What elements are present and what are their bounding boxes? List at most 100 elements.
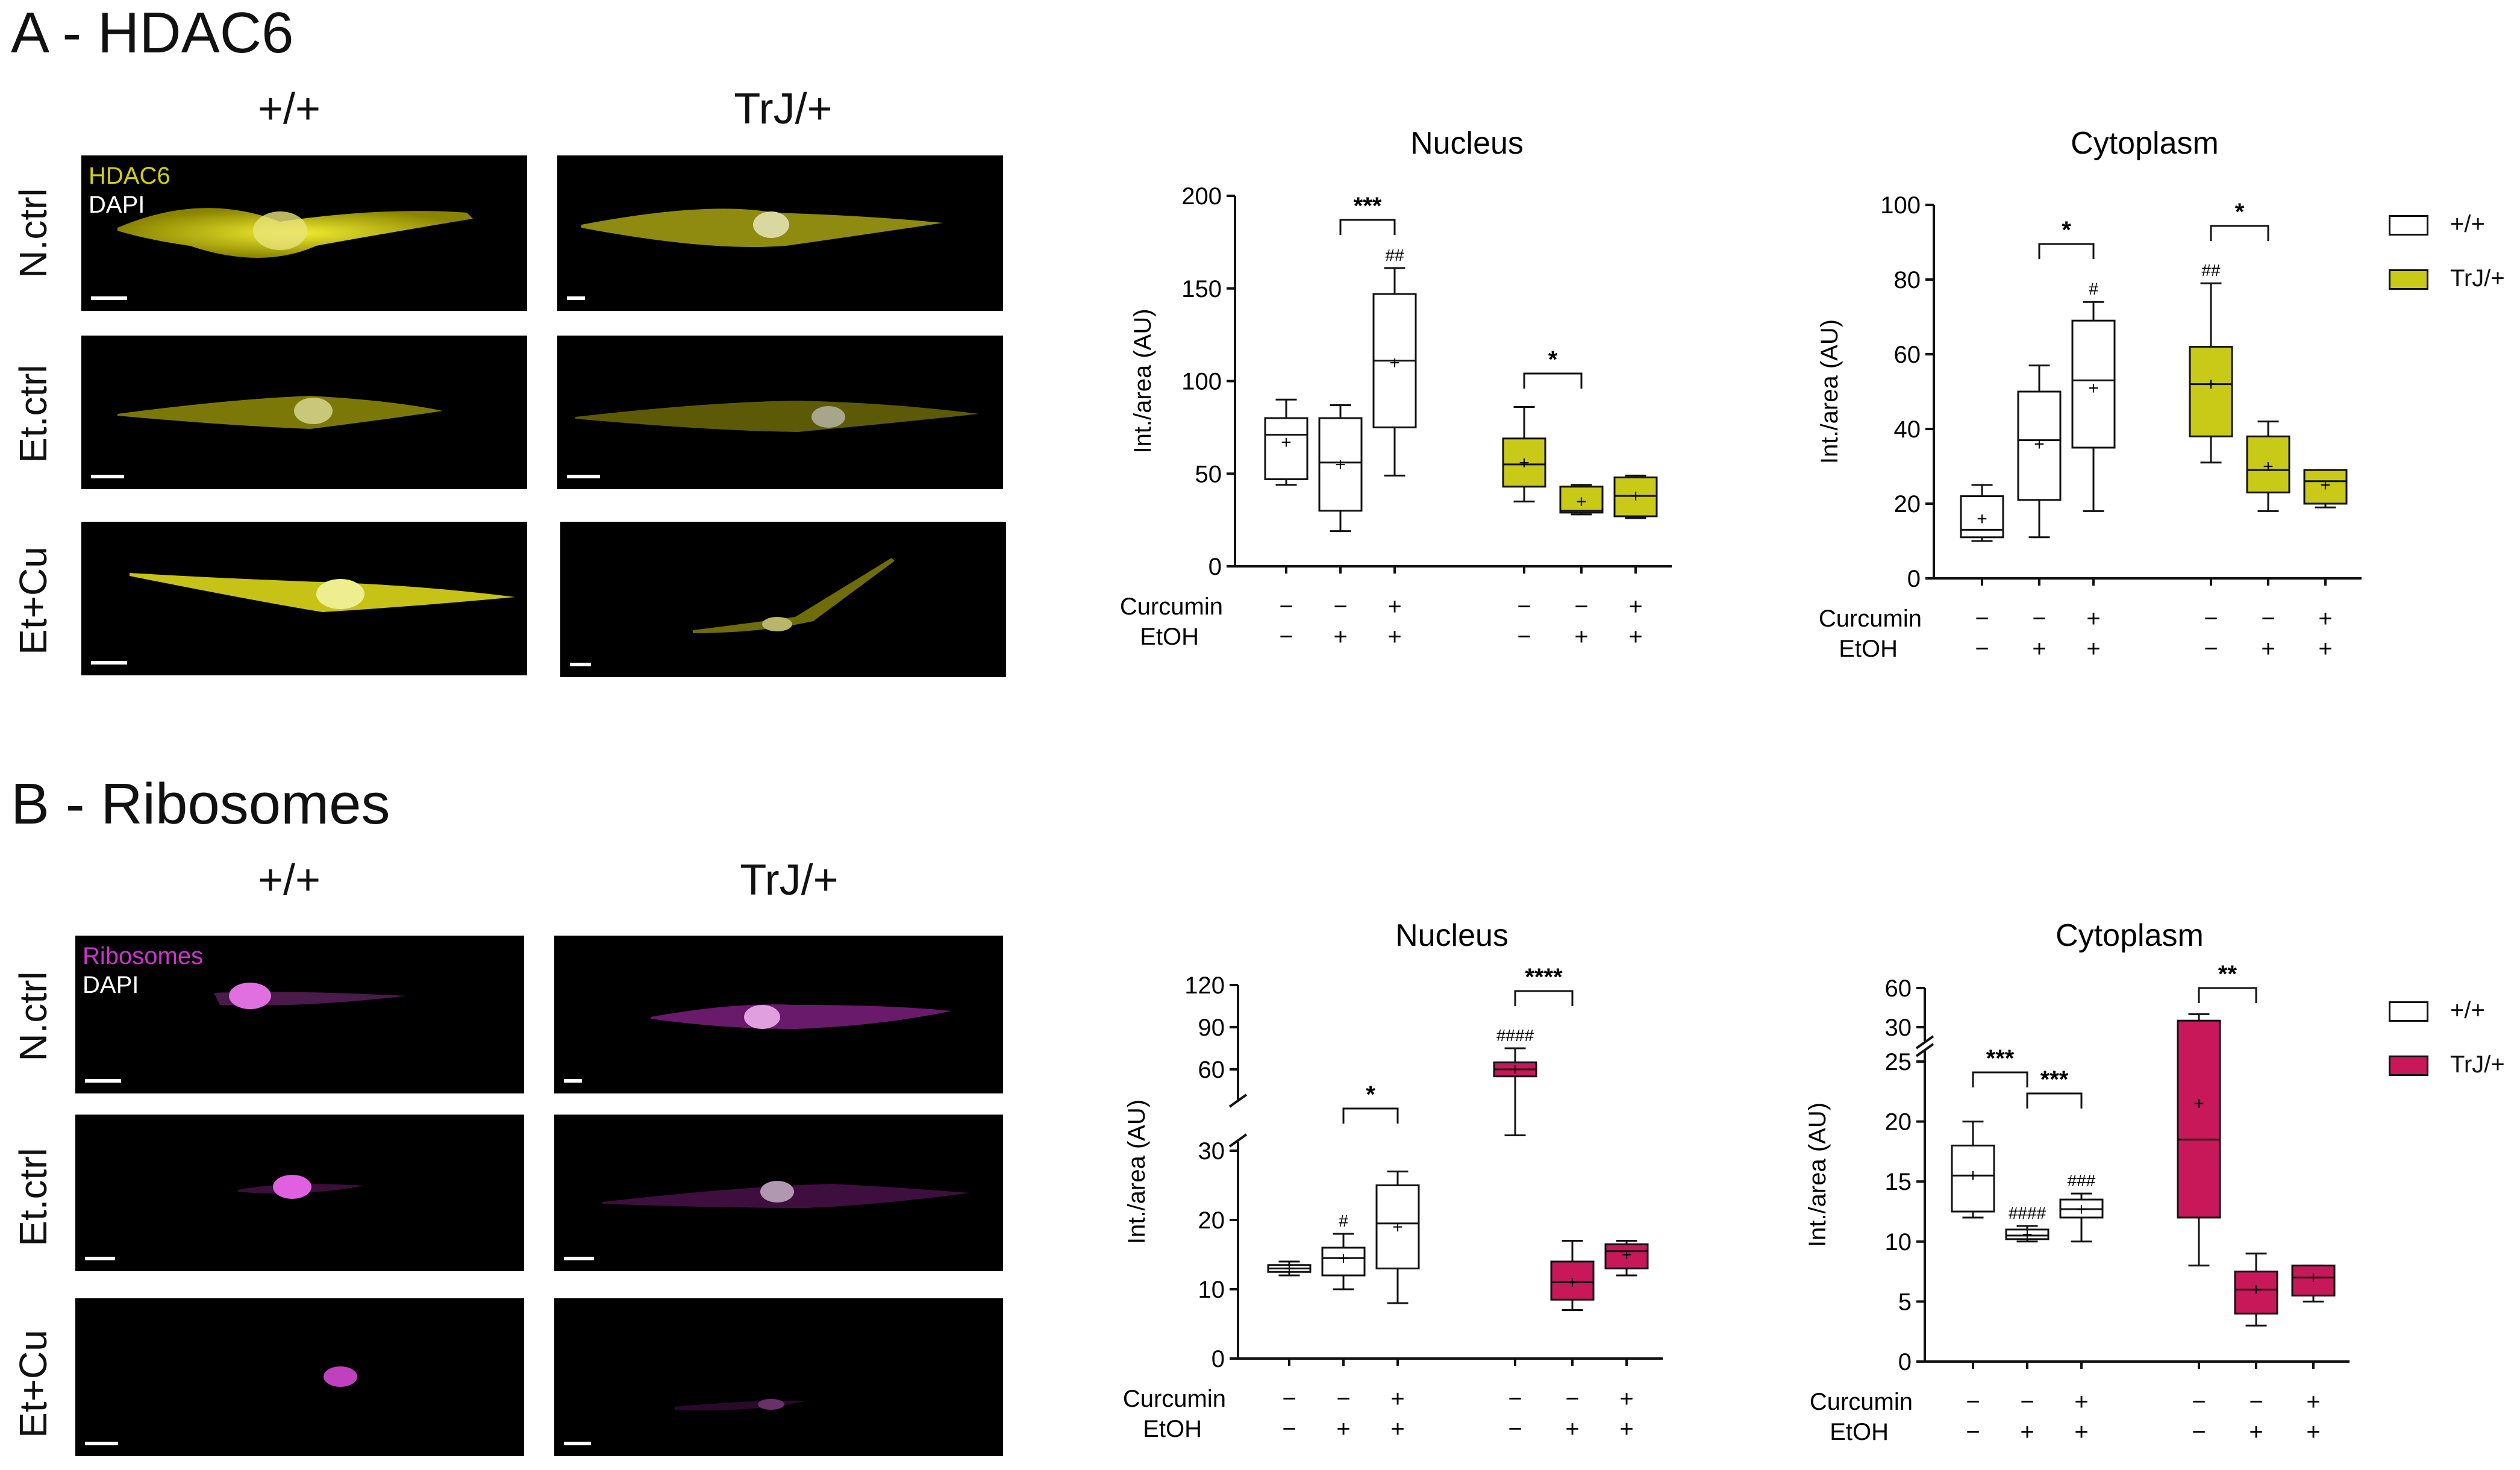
mean-marker: + (1977, 509, 1987, 529)
significance-label: **** (1525, 964, 1563, 990)
treatment-sign-etoh: − (1508, 1416, 1522, 1442)
significance-bracket (2198, 987, 2257, 1003)
mean-marker: + (2251, 1280, 2262, 1300)
y-tick-label: 20 (1894, 491, 1921, 518)
treatment-sign-etoh: + (1336, 1416, 1350, 1442)
treatment-sign-curcumin: + (1387, 593, 1401, 620)
chart-title: Nucleus (1410, 126, 1524, 161)
mean-marker: + (1576, 492, 1587, 511)
mean-marker: + (2263, 457, 2274, 477)
legend-b-trj: TrJ/+ (2389, 1051, 2505, 1078)
significance-bracket (1342, 1107, 1399, 1124)
panel-b-row-etctrl: Et.ctrl (11, 1148, 55, 1246)
box (1559, 486, 1604, 514)
significance-label: * (2235, 199, 2245, 225)
y-tick-label: 30 (1885, 1015, 1912, 1041)
treatment-label-curcumin: Curcumin (1810, 1389, 1913, 1415)
treatment-sign-etoh: + (1565, 1416, 1579, 1442)
axis-break-mark (1228, 1133, 1248, 1148)
treatment-sign-etoh: + (2261, 636, 2275, 662)
micrograph-b-trj-etctrl (554, 1115, 1003, 1271)
scale-bar (564, 1442, 591, 1445)
y-tick-label: 60 (1885, 975, 1912, 1002)
legend-a-trj: TrJ/+ (2389, 265, 2505, 292)
micrograph-a-trj-etctrl (557, 336, 1003, 489)
treatment-sign-curcumin: − (1282, 1386, 1296, 1412)
scale-bar (564, 1079, 582, 1083)
box (1318, 417, 1363, 512)
treatment-sign-curcumin: + (1390, 1386, 1404, 1412)
y-axis-label: Int./area (AU) (1804, 1102, 1831, 1247)
box (2071, 319, 2116, 449)
mean-marker: + (2206, 375, 2216, 395)
significance-bracket (1514, 990, 1574, 1006)
mean-marker: + (2320, 475, 2331, 495)
y-tick-label: 60 (1198, 1057, 1225, 1083)
scale-bar (85, 1079, 121, 1083)
chart-title: Cytoplasm (2071, 126, 2219, 161)
y-tick-label: 10 (1885, 1229, 1912, 1256)
significance-mark: ### (2068, 1171, 2096, 1190)
axis-break-mark (1915, 1035, 1934, 1049)
treatment-label-etoh: EtOH (1830, 1419, 1889, 1445)
treatment-sign-etoh: + (2074, 1419, 2088, 1445)
significance-bracket (1339, 219, 1396, 235)
box (2291, 1265, 2336, 1296)
treatment-sign-curcumin: + (2074, 1389, 2088, 1415)
chart-title: Nucleus (1395, 918, 1509, 953)
y-tick-label: 200 (1181, 183, 1222, 210)
y-tick-label: 60 (1894, 342, 1921, 368)
treatment-sign-etoh: + (1333, 624, 1347, 650)
treatment-sign-etoh: + (2318, 636, 2332, 662)
y-tick-label: 0 (1212, 1346, 1225, 1372)
legend-a-trj-label: TrJ/+ (2450, 265, 2505, 292)
mean-marker: + (2076, 1199, 2087, 1219)
treatment-label-curcumin: Curcumin (1819, 605, 1922, 632)
scale-bar (91, 661, 127, 665)
scale-bar (91, 475, 124, 478)
mean-marker: + (2088, 378, 2099, 398)
panel-b-col-wt: +/+ (257, 856, 321, 904)
box (1613, 476, 1658, 518)
micrograph-a-wt-etcu (81, 522, 527, 675)
treatment-sign-curcumin: − (1565, 1386, 1579, 1412)
treatment-sign-etoh: + (1390, 1416, 1404, 1442)
treatment-sign-etoh: + (2249, 1419, 2263, 1445)
treatment-sign-curcumin: − (1279, 593, 1293, 620)
panel-b-col-trj: TrJ/+ (740, 856, 839, 904)
significance-mark: #### (2009, 1204, 2046, 1222)
box (2246, 435, 2290, 493)
panel-a-col-trj: TrJ/+ (734, 85, 833, 133)
micrograph-b-trj-nctrl (554, 936, 1003, 1093)
treatment-sign-etoh: + (1628, 624, 1642, 650)
y-tick-label: 120 (1184, 972, 1225, 999)
micrograph-b-wt-nctrl: Ribosomes DAPI (75, 936, 524, 1093)
treatment-sign-etoh: + (1619, 1416, 1633, 1442)
mean-marker: + (1968, 1166, 1978, 1186)
y-tick-label: 0 (1907, 566, 1921, 592)
significance-bracket (2038, 243, 2095, 259)
significance-label: *** (1986, 1045, 2015, 1072)
chart-a-cytoplasm-svg: Cytoplasm Int./area (AU) 0 20 40 60 80 100 + + + # +… (1816, 126, 2362, 662)
box (1951, 1144, 1995, 1213)
significance-mark: # (2089, 280, 2098, 298)
significance-bracket (1972, 1071, 2028, 1087)
significance-label: *** (1354, 193, 1382, 219)
channel-label-ribosomes: Ribosomes (83, 943, 204, 969)
panel-b-row-etcu: Et+Cu (11, 1330, 55, 1438)
mean-marker: + (1621, 1245, 1632, 1265)
micrograph-b-wt-etcu (75, 1298, 524, 1456)
treatment-sign-curcumin: − (1574, 593, 1588, 620)
chart-b-cytoplasm-svg: Cytoplasm Int./area (AU) 0 5 10 15 20 25 30 60 + + #… (1804, 918, 2350, 1445)
box (1321, 1246, 1366, 1277)
mean-marker: + (1389, 353, 1400, 373)
significance-label: * (1366, 1081, 1375, 1108)
micrograph-b-wt-etctrl (75, 1115, 524, 1271)
significance-label: * (1548, 346, 1558, 373)
mean-marker: + (1284, 1259, 1295, 1279)
y-tick-label: 0 (1898, 1349, 1912, 1375)
treatment-sign-curcumin: − (1966, 1389, 1980, 1415)
y-tick-label: 100 (1880, 192, 1921, 219)
significance-bracket (2210, 225, 2269, 241)
treatment-sign-etoh: + (1574, 624, 1588, 650)
